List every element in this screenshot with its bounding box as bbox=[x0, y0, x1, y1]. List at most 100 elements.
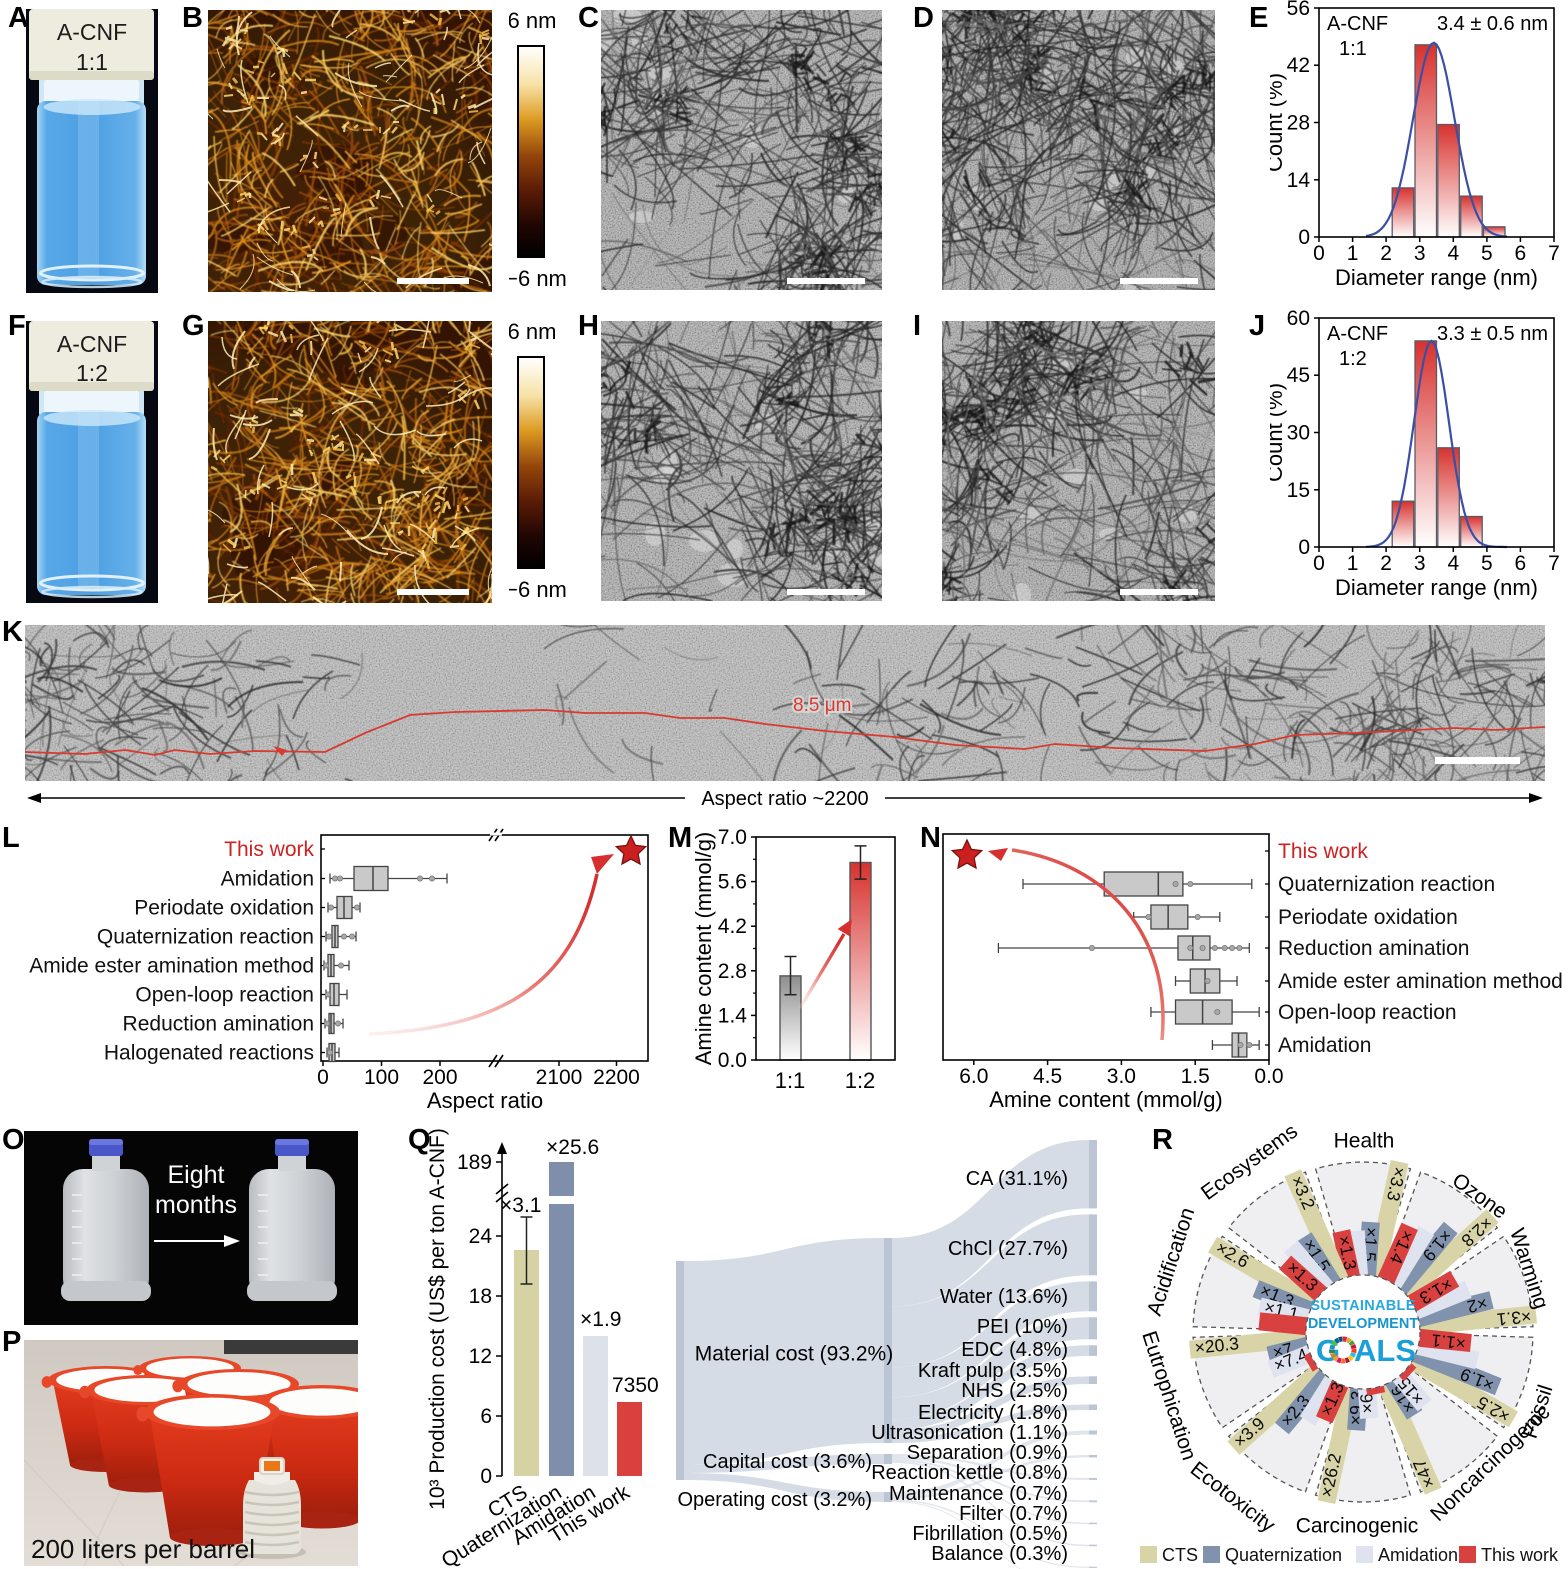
svg-text:200: 200 bbox=[422, 1066, 457, 1089]
svg-text:×3.1: ×3.1 bbox=[500, 1194, 541, 1217]
svg-text:3: 3 bbox=[1414, 242, 1426, 265]
svg-text:NHS (2.5%): NHS (2.5%) bbox=[961, 1380, 1068, 1402]
svg-text:Operating cost (3.2%): Operating cost (3.2%) bbox=[677, 1489, 872, 1511]
svg-text:4.5: 4.5 bbox=[1033, 1065, 1062, 1088]
svg-text:6: 6 bbox=[480, 1405, 492, 1428]
svg-text:Aspect ratio ~2200: Aspect ratio ~2200 bbox=[701, 788, 868, 810]
svg-text:Quaternization: Quaternization bbox=[1225, 1545, 1342, 1565]
svg-text:0: 0 bbox=[480, 1465, 492, 1488]
svg-text:200 liters per barrel: 200 liters per barrel bbox=[31, 1534, 255, 1564]
svg-text:A-CNF: A-CNF bbox=[57, 19, 127, 45]
svg-text:0: 0 bbox=[1313, 552, 1325, 575]
svg-text:18: 18 bbox=[469, 1285, 492, 1308]
svg-text:CA (31.1%): CA (31.1%) bbox=[966, 1168, 1068, 1190]
svg-text:1:1: 1:1 bbox=[775, 1068, 806, 1093]
svg-text:30: 30 bbox=[1287, 422, 1310, 445]
svg-text:×20.3: ×20.3 bbox=[1194, 1333, 1240, 1358]
svg-text:4: 4 bbox=[1447, 552, 1459, 575]
svg-text:Amine content (mmol/g): Amine content (mmol/g) bbox=[691, 832, 716, 1066]
svg-text:1: 1 bbox=[1347, 552, 1359, 575]
svg-text:189: 189 bbox=[457, 1151, 492, 1174]
svg-text:42: 42 bbox=[1287, 54, 1310, 77]
svg-text:1:1: 1:1 bbox=[76, 49, 108, 75]
svg-text:Carcinogenic: Carcinogenic bbox=[1296, 1515, 1419, 1538]
svg-text:8.5 μm: 8.5 μm bbox=[793, 695, 851, 716]
svg-text:ALS: ALS bbox=[1354, 1333, 1416, 1368]
svg-text:DEVELOPMENT: DEVELOPMENT bbox=[1308, 1316, 1419, 1332]
svg-text:1:2: 1:2 bbox=[845, 1068, 876, 1093]
svg-text:Halogenated reactions: Halogenated reactions bbox=[104, 1042, 314, 1065]
svg-text:This work: This work bbox=[1481, 1545, 1559, 1565]
svg-text:Quaternization reaction: Quaternization reaction bbox=[97, 926, 314, 949]
svg-text:Capital cost (3.6%): Capital cost (3.6%) bbox=[703, 1451, 872, 1473]
svg-text:A-CNF: A-CNF bbox=[1327, 13, 1388, 35]
svg-text:1: 1 bbox=[1347, 242, 1359, 265]
svg-text:Maintenance (0.7%): Maintenance (0.7%) bbox=[889, 1483, 1068, 1505]
svg-text:12: 12 bbox=[469, 1345, 492, 1368]
svg-text:3.3 ± 0.5 nm: 3.3 ± 0.5 nm bbox=[1437, 323, 1548, 345]
svg-text:Water (13.6%): Water (13.6%) bbox=[940, 1286, 1068, 1308]
svg-text:Ultrasonication (1.1%): Ultrasonication (1.1%) bbox=[871, 1422, 1068, 1444]
svg-text:6 nm: 6 nm bbox=[509, 8, 556, 33]
svg-text:months: months bbox=[155, 1191, 237, 1219]
svg-text:15: 15 bbox=[1287, 479, 1310, 502]
svg-text:1:1: 1:1 bbox=[1339, 38, 1367, 60]
svg-text:CTS: CTS bbox=[1162, 1545, 1198, 1565]
svg-text:×1.1: ×1.1 bbox=[1430, 1330, 1466, 1354]
svg-text:Amidation: Amidation bbox=[1278, 1034, 1371, 1057]
svg-text:7350: 7350 bbox=[612, 1374, 659, 1397]
svg-text:Health: Health bbox=[1334, 1130, 1395, 1153]
svg-text:6 nm: 6 nm bbox=[509, 319, 556, 344]
svg-text:A-CNF: A-CNF bbox=[1327, 323, 1388, 345]
svg-text:2200: 2200 bbox=[593, 1066, 640, 1089]
svg-text:Diameter range (nm): Diameter range (nm) bbox=[1335, 265, 1538, 290]
svg-text:Diameter range (nm): Diameter range (nm) bbox=[1335, 575, 1538, 600]
svg-text:Reduction amination: Reduction amination bbox=[123, 1013, 314, 1036]
svg-text:0.0: 0.0 bbox=[1254, 1065, 1283, 1088]
svg-text:×3.1: ×3.1 bbox=[1496, 1306, 1532, 1330]
svg-text:Open-loop reaction: Open-loop reaction bbox=[1278, 1001, 1457, 1024]
svg-text:5.6: 5.6 bbox=[718, 871, 747, 894]
svg-text:ChCl (27.7%): ChCl (27.7%) bbox=[948, 1238, 1068, 1260]
svg-text:24: 24 bbox=[469, 1225, 493, 1248]
svg-text:5: 5 bbox=[1481, 552, 1493, 575]
svg-text:−6 nm: −6 nm bbox=[509, 266, 567, 291]
svg-text:Separation (0.9%): Separation (0.9%) bbox=[907, 1442, 1068, 1464]
svg-text:Electricity (1.8%): Electricity (1.8%) bbox=[918, 1402, 1068, 1424]
svg-text:×25.6: ×25.6 bbox=[546, 1136, 599, 1159]
svg-text:Quaternization reaction: Quaternization reaction bbox=[1278, 873, 1495, 896]
svg-text:Kraft pulp (3.5%): Kraft pulp (3.5%) bbox=[918, 1360, 1068, 1382]
svg-text:Open-loop reaction: Open-loop reaction bbox=[135, 984, 314, 1007]
svg-text:2100: 2100 bbox=[536, 1066, 583, 1089]
svg-text:3.0: 3.0 bbox=[1107, 1065, 1136, 1088]
svg-text:This work: This work bbox=[1278, 840, 1368, 863]
svg-text:1.5: 1.5 bbox=[1181, 1065, 1210, 1088]
svg-text:A-CNF: A-CNF bbox=[57, 331, 127, 357]
svg-text:0: 0 bbox=[1298, 226, 1310, 249]
svg-text:60: 60 bbox=[1287, 310, 1310, 330]
svg-text:10³ Production cost (US$ per t: 10³ Production cost (US$ per ton A-CNF) bbox=[426, 1128, 449, 1510]
svg-text:Amidation: Amidation bbox=[221, 868, 314, 891]
svg-text:0: 0 bbox=[1298, 536, 1310, 559]
svg-text:This work: This work bbox=[224, 838, 314, 861]
svg-text:EDC (4.8%): EDC (4.8%) bbox=[961, 1339, 1068, 1361]
svg-text:1.4: 1.4 bbox=[718, 1004, 748, 1027]
svg-text:5: 5 bbox=[1481, 242, 1493, 265]
svg-text:3.4 ± 0.6 nm: 3.4 ± 0.6 nm bbox=[1437, 13, 1548, 35]
svg-text:Material cost (93.2%): Material cost (93.2%) bbox=[695, 1343, 893, 1366]
svg-text:6: 6 bbox=[1515, 552, 1527, 575]
svg-text:Count (%): Count (%) bbox=[1270, 73, 1287, 172]
svg-text:1:2: 1:2 bbox=[1339, 348, 1367, 370]
svg-text:Reaction kettle (0.8%): Reaction kettle (0.8%) bbox=[871, 1462, 1068, 1484]
svg-text:0: 0 bbox=[317, 1066, 329, 1089]
svg-text:2: 2 bbox=[1380, 242, 1392, 265]
svg-text:Amide ester amination method: Amide ester amination method bbox=[1278, 970, 1563, 993]
svg-text:7: 7 bbox=[1548, 552, 1560, 575]
svg-text:2.8: 2.8 bbox=[718, 960, 747, 983]
svg-text:56: 56 bbox=[1287, 0, 1310, 20]
svg-text:−6 nm: −6 nm bbox=[509, 577, 567, 602]
svg-text:SUSTAINABLE: SUSTAINABLE bbox=[1310, 1298, 1415, 1314]
svg-text:100: 100 bbox=[364, 1066, 399, 1089]
svg-text:PEI (10%): PEI (10%) bbox=[977, 1316, 1068, 1338]
svg-text:Periodate oxidation: Periodate oxidation bbox=[134, 897, 314, 920]
